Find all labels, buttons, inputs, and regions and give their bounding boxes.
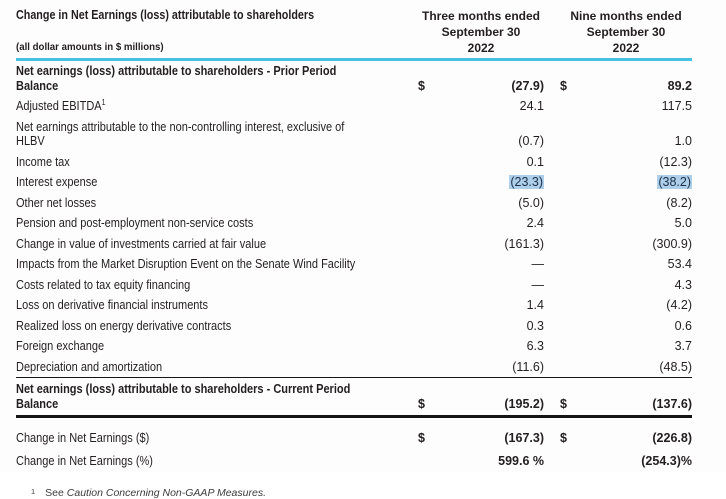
row-label: Depreciation and amortization <box>16 359 163 374</box>
currency-symbol-three-months: $ <box>418 396 425 411</box>
value-three-months: (5.0) <box>518 195 544 210</box>
summary-section: Change in Net Earnings ($) $ (167.3) $ (226.… <box>16 427 692 472</box>
value-nine-months: 53.4 <box>667 257 692 271</box>
value-three-months: 24.1 <box>519 99 544 113</box>
value-three-months: 599.6 % <box>498 453 544 468</box>
row-label: Costs related to tax equity financing <box>16 277 191 292</box>
row-label: Interest expense <box>16 175 98 189</box>
column-header-nine-months: Nine months ended September 30 2022 <box>570 9 682 55</box>
table-row: Loss on derivative financial instruments… <box>16 295 692 316</box>
row-label: Foreign exchange <box>16 339 105 353</box>
value-three-months: 1.4 <box>526 298 544 312</box>
currency-symbol-nine-months: $ <box>560 78 567 93</box>
table-row: Interest expense (23.3) (38.2) <box>16 172 692 193</box>
value-three-months: — <box>531 257 545 271</box>
row-label: Net earnings (loss) attributable to shar… <box>16 64 337 93</box>
row-label: Other net losses <box>16 195 97 210</box>
row-label: Adjusted EBITDA1 <box>16 97 106 113</box>
value-nine-months: 117.5 <box>661 99 692 113</box>
value-nine-months: (48.5) <box>659 359 692 374</box>
footnote: 1 See Caution Concerning Non-GAAP Measur… <box>31 487 692 499</box>
column-header-three-months: Three months ended September 30 2022 <box>421 9 540 55</box>
table-row: Net earnings (loss) attributable to shar… <box>16 377 692 418</box>
value-three-months: 2.4 <box>526 216 544 230</box>
table-row: Realized loss on energy derivative contr… <box>16 316 692 337</box>
value-nine-months: 89.2 <box>667 78 692 93</box>
financial-statement-page: Change in Net Earnings (loss) attributab… <box>16 8 692 499</box>
value-nine-months: (226.8) <box>652 431 692 445</box>
value-nine-months: (300.9) <box>652 236 692 251</box>
table-row: Net earnings attributable to the non-con… <box>16 117 692 152</box>
currency-symbol-three-months: $ <box>418 431 425 445</box>
table-row: Other net losses (5.0) (8.2) <box>16 193 692 214</box>
row-label: Change in value of investments carried a… <box>16 236 267 251</box>
table-row: Depreciation and amortization (11.6) (48.5… <box>16 357 692 378</box>
footnote-text: See Caution Concerning Non-GAAP Measures… <box>45 487 266 499</box>
row-label: Income tax <box>16 154 70 169</box>
row-label: Realized loss on energy derivative contr… <box>16 318 232 333</box>
table-row: Net earnings (loss) attributable to shar… <box>16 61 692 96</box>
currency-symbol-three-months: $ <box>418 78 425 93</box>
table-body: Net earnings (loss) attributable to shar… <box>16 61 692 418</box>
table-header-left: Change in Net Earnings (loss) attributab… <box>16 6 418 56</box>
table-row: Foreign exchange 6.3 3.7 <box>16 336 692 357</box>
value-three-months: 0.3 <box>526 318 544 333</box>
table-title: Change in Net Earnings (loss) attributab… <box>16 8 315 22</box>
table-row: Change in value of investments carried a… <box>16 234 692 255</box>
table-row: Adjusted EBITDA1 24.1 117.5 <box>16 96 692 117</box>
value-nine-months: (38.2) <box>657 175 692 189</box>
value-three-months: (11.6) <box>512 359 544 374</box>
value-nine-months: 1.0 <box>674 134 692 148</box>
units-note: (all dollar amounts in $ millions) <box>16 41 164 53</box>
table-row: Change in Net Earnings (%) 599.6 % (254.3)… <box>16 450 692 473</box>
value-three-months: (161.3) <box>504 236 544 251</box>
row-label: Pension and post-employment non-service … <box>16 216 254 230</box>
row-label: Change in Net Earnings (%) <box>16 453 153 468</box>
table-row: Impacts from the Market Disruption Event… <box>16 254 692 275</box>
net-earnings-change-table: Change in Net Earnings (loss) attributab… <box>16 6 692 499</box>
row-label: Impacts from the Market Disruption Event… <box>16 257 356 271</box>
table-header: Change in Net Earnings (loss) attributab… <box>16 6 692 56</box>
table-row: Costs related to tax equity financing — 4.… <box>16 275 692 296</box>
row-label: Loss on derivative financial instruments <box>16 298 208 312</box>
currency-symbol-nine-months: $ <box>560 396 567 411</box>
value-three-months: 6.3 <box>526 339 544 353</box>
value-nine-months: (254.3)% <box>641 453 692 468</box>
value-nine-months: 3.7 <box>674 339 692 353</box>
table-row: Pension and post-employment non-service … <box>16 213 692 234</box>
value-three-months: (27.9) <box>511 78 544 93</box>
table-row: Change in Net Earnings ($) $ (167.3) $ (226.… <box>16 427 692 450</box>
value-three-months: — <box>531 277 545 292</box>
table-row: Income tax 0.1 (12.3) <box>16 152 692 173</box>
value-nine-months: (137.6) <box>652 396 692 411</box>
currency-symbol-nine-months: $ <box>560 431 567 445</box>
value-three-months: (195.2) <box>504 396 544 411</box>
value-three-months: (0.7) <box>518 134 544 148</box>
value-three-months: (23.3) <box>509 175 544 189</box>
value-nine-months: (12.3) <box>659 154 692 169</box>
row-label: Net earnings (loss) attributable to shar… <box>16 382 351 411</box>
value-nine-months: 0.6 <box>674 318 692 333</box>
row-label: Change in Net Earnings ($) <box>16 431 150 445</box>
value-nine-months: 5.0 <box>674 216 692 230</box>
footnote-marker: 1 <box>31 487 36 496</box>
value-nine-months: 4.3 <box>674 277 692 292</box>
value-three-months: (167.3) <box>504 431 544 445</box>
row-label: Net earnings attributable to the non-con… <box>16 119 345 149</box>
value-nine-months: (4.2) <box>666 298 692 312</box>
header-accent-rule <box>16 58 692 61</box>
value-nine-months: (8.2) <box>666 195 692 210</box>
value-three-months: 0.1 <box>526 154 544 169</box>
